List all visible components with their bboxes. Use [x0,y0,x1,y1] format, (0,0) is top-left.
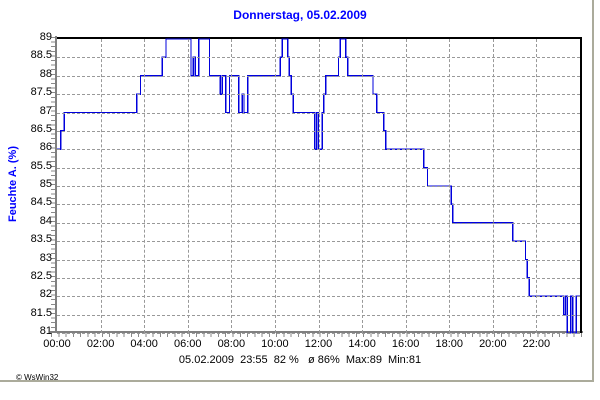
y-tick-label: 89 [39,31,52,43]
v-gridline [231,39,233,333]
v-gridline [144,39,146,333]
v-gridline [536,39,538,333]
x-tick-label: 14:00 [348,338,376,350]
y-tick-label: 88 [39,67,52,80]
v-gridline [405,39,407,333]
x-tick-label: 16:00 [391,338,420,350]
y-tick-label: 87 [39,104,52,117]
x-tick-label: 12:00 [304,338,333,350]
x-tick-label: 18:00 [435,338,464,350]
y-tick-label: 84.5 [30,196,52,209]
status-line: 05.02.2009 23:55 82 % ø 86% Max:89 Min:8… [178,354,422,366]
v-gridline [100,39,102,333]
x-tick-label: 02:00 [86,338,115,350]
y-tick-label: 85 [39,178,52,190]
y-tick-label: 86.5 [30,122,52,135]
h-gridline [57,333,580,334]
window-bevel-right [592,0,594,381]
window-bevel-bottom [0,380,594,382]
y-axis-line [55,36,57,333]
x-tick-label: 06:00 [173,338,202,350]
v-gridline [362,39,364,333]
v-gridline [492,39,494,333]
y-axis-tick-marks [51,37,55,332]
y-tick-label: 81 [39,325,52,337]
y-tick-label: 81.5 [30,306,52,319]
chart-title: Donnerstag, 05.02.2009 [233,8,367,22]
y-tick-label: 86 [39,141,52,154]
y-tick-label: 87.5 [30,86,52,99]
v-gridline [449,39,451,333]
x-tick-label: 00:00 [43,338,71,350]
x-axis-line [50,331,583,333]
y-tick-label: 88.5 [30,49,52,62]
y-tick-label: 83 [39,251,52,264]
copyright-label: © WsWin32 [16,373,59,382]
x-tick-label: 04:00 [130,338,158,350]
x-tick-label: 22:00 [522,338,551,350]
v-gridline [187,39,189,333]
plot-area [57,37,582,334]
v-gridline [318,39,320,333]
y-tick-label: 82 [39,288,52,301]
y-tick-label: 85.5 [30,159,52,172]
x-tick-label: 08:00 [217,338,246,350]
y-tick-label: 84 [39,214,52,227]
y-tick-label: 83.5 [30,233,52,246]
y-tick-label: 82.5 [30,269,52,282]
x-tick-label: 20:00 [479,338,507,350]
v-gridline [274,39,276,333]
x-axis-tick-marks [51,333,583,337]
x-tick-label: 10:00 [261,338,289,350]
